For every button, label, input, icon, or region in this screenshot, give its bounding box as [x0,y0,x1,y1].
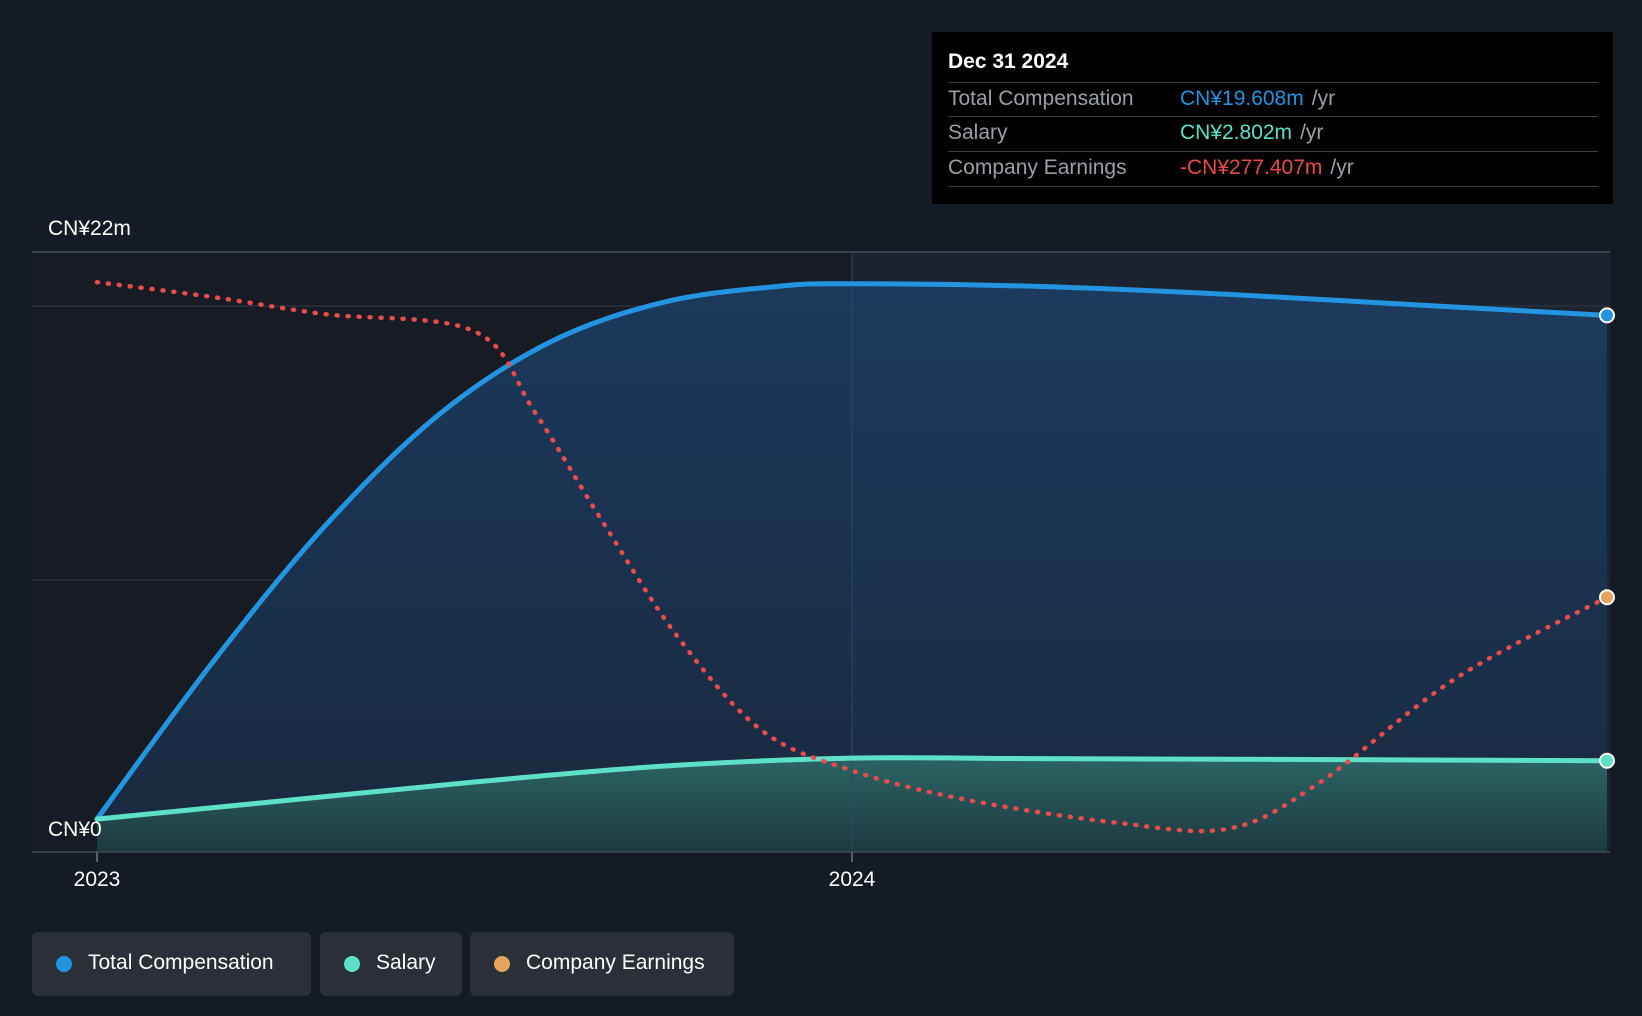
salary-endpoint [1599,752,1615,769]
legend-dot-icon [494,956,510,972]
total-compensation-line [94,281,1610,822]
tooltip-label: Total Compensation [948,87,1134,110]
tooltip-divider [948,186,1598,187]
tooltip-row-earnings: Company Earnings -CN¥277.407m/yr [948,151,1598,186]
tooltip-row-salary: Salary CN¥2.802m/yr [948,116,1598,151]
tooltip-value: CN¥2.802m/yr [1180,121,1324,144]
tooltip-value: CN¥19.608m/yr [1180,87,1336,110]
legend-company-earnings[interactable]: Company Earnings [470,932,734,996]
salary-line [94,755,1610,822]
total-compensation-endpoint [1599,307,1615,324]
legend-label: Total Compensation [88,951,274,974]
x-axis-ticks: 2023 2024 [74,852,876,891]
legend-dot-icon [344,956,360,972]
tooltip-date: Dec 31 2024 [948,50,1069,73]
legend-salary[interactable]: Salary [320,932,462,996]
y-label-max: CN¥22m [48,217,131,240]
company-earnings-endpoint [1599,589,1615,606]
series-endpoints [1599,307,1615,769]
x-tick-label: 2024 [829,868,876,891]
tooltip-row-total: Total Compensation CN¥19.608m/yr [948,82,1598,117]
legend-label: Company Earnings [526,951,705,974]
x-tick-label: 2023 [74,868,121,891]
company-earnings-line [94,279,1610,834]
tooltip-value: -CN¥277.407m/yr [1180,156,1354,179]
legend-total-compensation[interactable]: Total Compensation [32,932,311,996]
tooltip-label: Company Earnings [948,156,1127,179]
legend-dot-icon [56,956,72,972]
legend-label: Salary [376,951,436,974]
tooltip: Dec 31 2024 Total Compensation CN¥19.608… [932,32,1613,204]
y-label-zero: CN¥0 [48,818,102,841]
tooltip-label: Salary [948,121,1008,144]
